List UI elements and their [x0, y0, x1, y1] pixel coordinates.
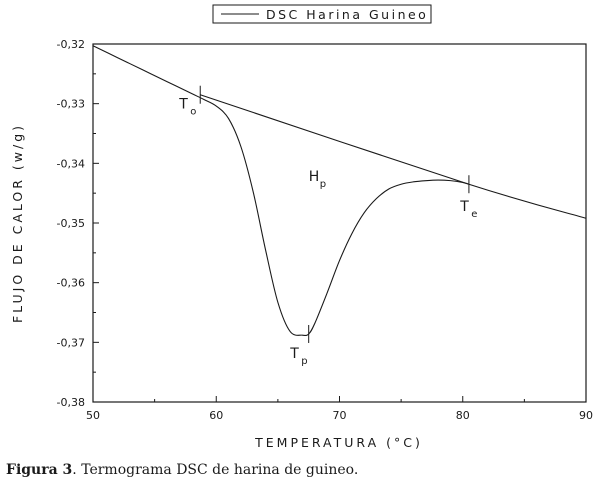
legend-label: DSC Harina Guineo — [266, 7, 428, 22]
y-tick-label: -0,38 — [57, 396, 85, 409]
legend: DSC Harina Guineo — [212, 4, 432, 24]
caption-text: . Termograma DSC de harina de guineo. — [72, 462, 359, 478]
plot-frame — [92, 43, 587, 403]
x-tick-label: 50 — [86, 409, 100, 422]
caption-label: Figura 3 — [6, 462, 73, 478]
y-tick-label: -0,35 — [57, 217, 85, 230]
y-axis: -0,32 -0,33 -0,34 -0,35 -0,36 -0,37 -0,38 — [57, 38, 99, 409]
annotation-subscript: e — [471, 209, 477, 220]
x-tick-label: 80 — [456, 409, 470, 422]
y-tick-label: -0,32 — [57, 38, 85, 51]
annotation-subscript: o — [190, 106, 196, 117]
dsc-chart: DSC Harina Guineo 50 60 70 80 90 -0,32-0,33-… — [10, 4, 593, 450]
annotation-subscript: p — [320, 179, 326, 190]
x-axis-title: TEMPERATURA (°C) — [254, 435, 423, 450]
x-axis: 50 60 70 80 90 — [86, 396, 593, 422]
y-tick-label: -0,33 — [57, 98, 85, 111]
annotation-subscript: p — [301, 356, 307, 367]
y-tick-label: -0,37 — [57, 336, 85, 349]
y-tick-label: -0,34 — [57, 157, 85, 170]
figure-caption: Figura 3. Termograma DSC de harina de gu… — [6, 462, 358, 478]
annotation-label: H — [309, 169, 320, 185]
x-tick-label: 90 — [579, 409, 593, 422]
dsc-curve — [92, 45, 470, 337]
annotation-label: T — [459, 199, 469, 215]
baseline-line — [200, 94, 587, 219]
x-tick-label: 70 — [333, 409, 347, 422]
y-axis-title: FLUJO DE CALOR (w/g) — [10, 123, 25, 323]
annotation-label: T — [178, 96, 188, 112]
x-tick-label: 60 — [209, 409, 223, 422]
annotation-label: T — [289, 346, 299, 362]
series-layer — [92, 45, 587, 337]
y-tick-label: -0,36 — [57, 277, 85, 290]
legend-box — [212, 4, 432, 24]
marker-layer — [199, 85, 470, 343]
